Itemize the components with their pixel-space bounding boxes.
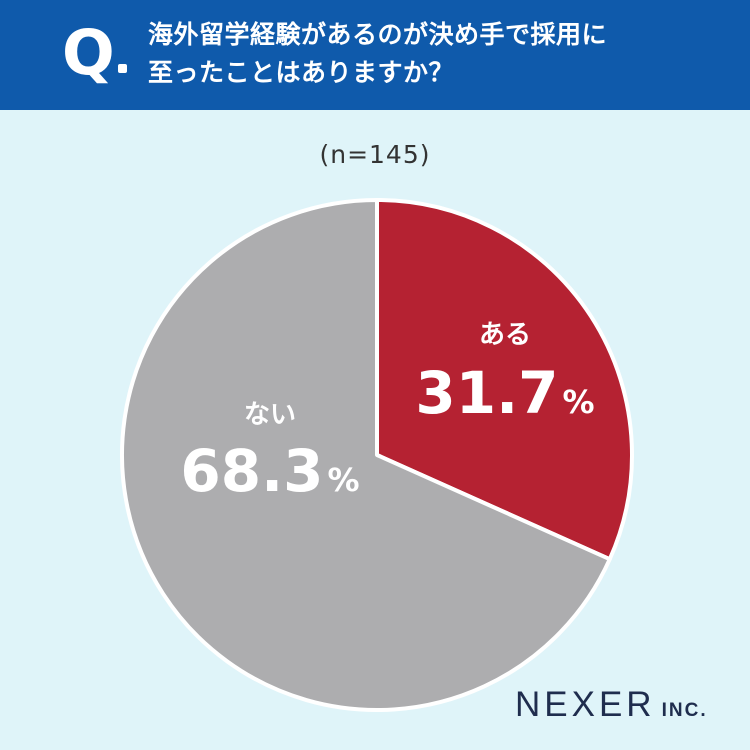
- question-header: Q 海外留学経験があるのが決め手で採用に 至ったことはありますか？: [0, 0, 750, 110]
- question-line-2: 至ったことはありますか？: [148, 58, 455, 87]
- pie-slice-aru: [375, 198, 634, 562]
- question-line-1: 海外留学経験があるのが決め手で採用に: [148, 20, 608, 49]
- slice-value-aru: 31.7%: [415, 359, 594, 427]
- brand-suffix: INC.: [661, 700, 708, 721]
- slice-label-nai: ない: [244, 400, 296, 430]
- question-text: 海外留学経験があるのが決め手で採用に 至ったことはありますか？: [148, 16, 728, 92]
- q-mark: Q: [62, 16, 115, 89]
- brand-name: NEXER: [515, 685, 656, 724]
- brand-logo: NEXER INC.: [515, 685, 708, 725]
- q-dot: [118, 64, 127, 73]
- pie-slice-nai: [120, 198, 612, 712]
- sample-size: (n=145): [319, 140, 431, 169]
- slice-label-aru: ある: [479, 320, 531, 350]
- slice-value-nai: 68.3%: [180, 437, 359, 505]
